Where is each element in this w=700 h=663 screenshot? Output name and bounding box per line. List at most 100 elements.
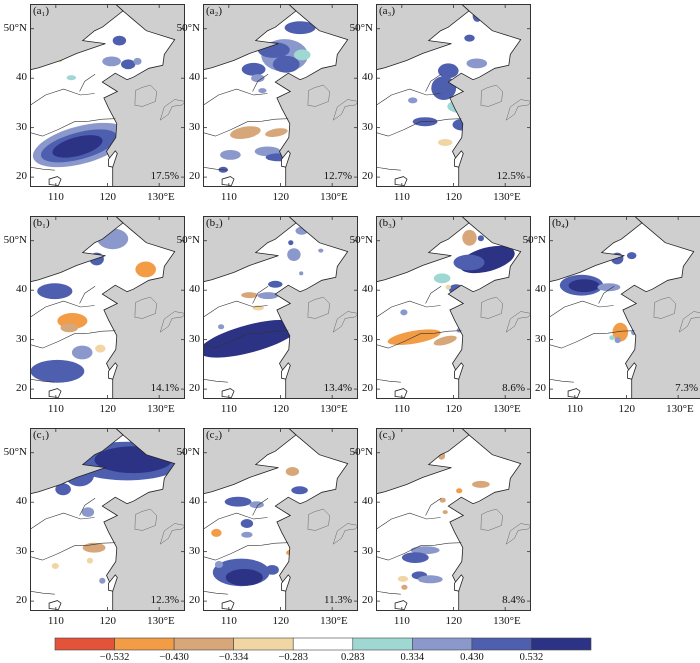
contour-4 — [102, 57, 121, 67]
colorbar-tick-label: −0.430 — [159, 652, 189, 663]
lat-label: 40 — [0, 71, 27, 83]
lat-label: 30 — [345, 121, 373, 133]
lon-label: 120 — [273, 403, 290, 415]
colorbar-swatch-7 — [472, 638, 532, 650]
lat-label: 40 — [172, 71, 200, 83]
contour-1 — [569, 279, 600, 292]
lon-label: 120 — [619, 403, 636, 415]
contour-4 — [82, 507, 94, 517]
lat-label: 40 — [0, 283, 27, 295]
lat-label: 50°N — [0, 22, 27, 34]
contour-9 — [318, 249, 323, 253]
lon-label: 130°E — [320, 403, 348, 415]
lat-label: 30 — [0, 333, 27, 345]
lon-label: 130°E — [147, 403, 175, 415]
contour-4 — [462, 230, 476, 246]
lat-label: 50°N — [518, 234, 546, 246]
colorbar-tick-label: 0.430 — [460, 652, 484, 663]
lat-label: 30 — [0, 121, 27, 133]
contour-7 — [133, 58, 141, 65]
contour-9 — [408, 97, 417, 103]
map-panel-a3 — [376, 4, 531, 187]
lon-label: 130°E — [493, 403, 521, 415]
contour-13 — [258, 88, 266, 93]
panel-label-c1: (c₁) — [33, 429, 49, 441]
contour-10 — [218, 324, 224, 329]
contour-8 — [402, 552, 429, 563]
contour-8 — [438, 139, 452, 146]
lat-label: 40 — [345, 71, 373, 83]
lat-label: 50°N — [345, 234, 373, 246]
lat-label: 20 — [172, 170, 200, 182]
lon-label: 120 — [100, 191, 117, 203]
lat-label: 30 — [345, 545, 373, 557]
lon-label: 130°E — [320, 615, 348, 627]
lon-label: 110 — [394, 191, 410, 203]
contour-4 — [291, 486, 308, 494]
contour-8 — [299, 271, 303, 275]
lon-label: 130°E — [493, 615, 521, 627]
contour-7 — [288, 240, 293, 245]
map-panel-c3 — [376, 428, 531, 611]
colorbar-swatch-3 — [234, 638, 294, 650]
contour-3 — [627, 252, 636, 259]
colorbar-swatch-2 — [174, 638, 234, 650]
contour-10 — [418, 575, 443, 583]
variance-percent-a3: 12.5% — [489, 170, 525, 182]
contour-3 — [434, 273, 451, 283]
map-panel-b2 — [203, 216, 358, 399]
contour-4 — [443, 510, 448, 514]
lat-label: 50°N — [0, 446, 27, 458]
lon-label: 130°E — [147, 615, 175, 627]
contour-2 — [456, 488, 462, 493]
map-panel-a1 — [30, 4, 185, 187]
contour-8 — [400, 309, 407, 315]
map-panel-b4 — [549, 216, 700, 399]
contour-3 — [37, 283, 72, 299]
contour-7 — [615, 337, 621, 343]
panel-label-a3: (a₃) — [379, 5, 395, 17]
contour-2 — [287, 248, 300, 261]
lat-label: 50°N — [172, 22, 200, 34]
lat-label: 20 — [0, 594, 27, 606]
lon-label: 130°E — [320, 191, 348, 203]
lon-label: 120 — [273, 191, 290, 203]
contour-2 — [135, 262, 156, 278]
lat-label: 30 — [172, 545, 200, 557]
panel-label-a2: (a₂) — [206, 5, 222, 17]
lat-label: 30 — [0, 545, 27, 557]
lat-label: 40 — [0, 495, 27, 507]
contour-6 — [61, 323, 79, 332]
contour-13 — [215, 561, 223, 568]
colorbar-tick-label: 0.334 — [401, 652, 425, 663]
contour-2 — [242, 63, 266, 76]
lon-label: 110 — [221, 191, 237, 203]
map-panel-c1 — [30, 428, 185, 611]
contour-1 — [454, 255, 485, 271]
lat-label: 40 — [345, 495, 373, 507]
colorbar-swatch-5 — [353, 638, 413, 650]
contour-11 — [478, 235, 484, 241]
contour-8 — [99, 578, 105, 584]
variance-percent-c3: 8.4% — [489, 594, 525, 606]
contour-0 — [286, 467, 299, 476]
panel-label-b3: (b₃) — [379, 217, 396, 229]
contour-3 — [438, 63, 459, 78]
lat-label: 20 — [172, 382, 200, 394]
contour-11 — [266, 565, 279, 575]
colorbar-swatch-8 — [531, 638, 591, 650]
lat-label: 30 — [345, 333, 373, 345]
colorbar-swatch-4 — [293, 638, 353, 650]
lon-label: 110 — [48, 191, 64, 203]
contour-3 — [113, 36, 126, 46]
lat-label: 50°N — [0, 234, 27, 246]
contour-6 — [609, 335, 614, 340]
colorbar-tick-label: −0.532 — [100, 652, 130, 663]
colorbar-tick-label: 0.283 — [341, 652, 365, 663]
lon-label: 110 — [567, 403, 583, 415]
lat-label: 50°N — [345, 446, 373, 458]
lon-label: 120 — [100, 403, 117, 415]
panel-label-a1: (a₁) — [33, 5, 49, 17]
lat-label: 50°N — [172, 234, 200, 246]
lon-label: 110 — [221, 403, 237, 415]
